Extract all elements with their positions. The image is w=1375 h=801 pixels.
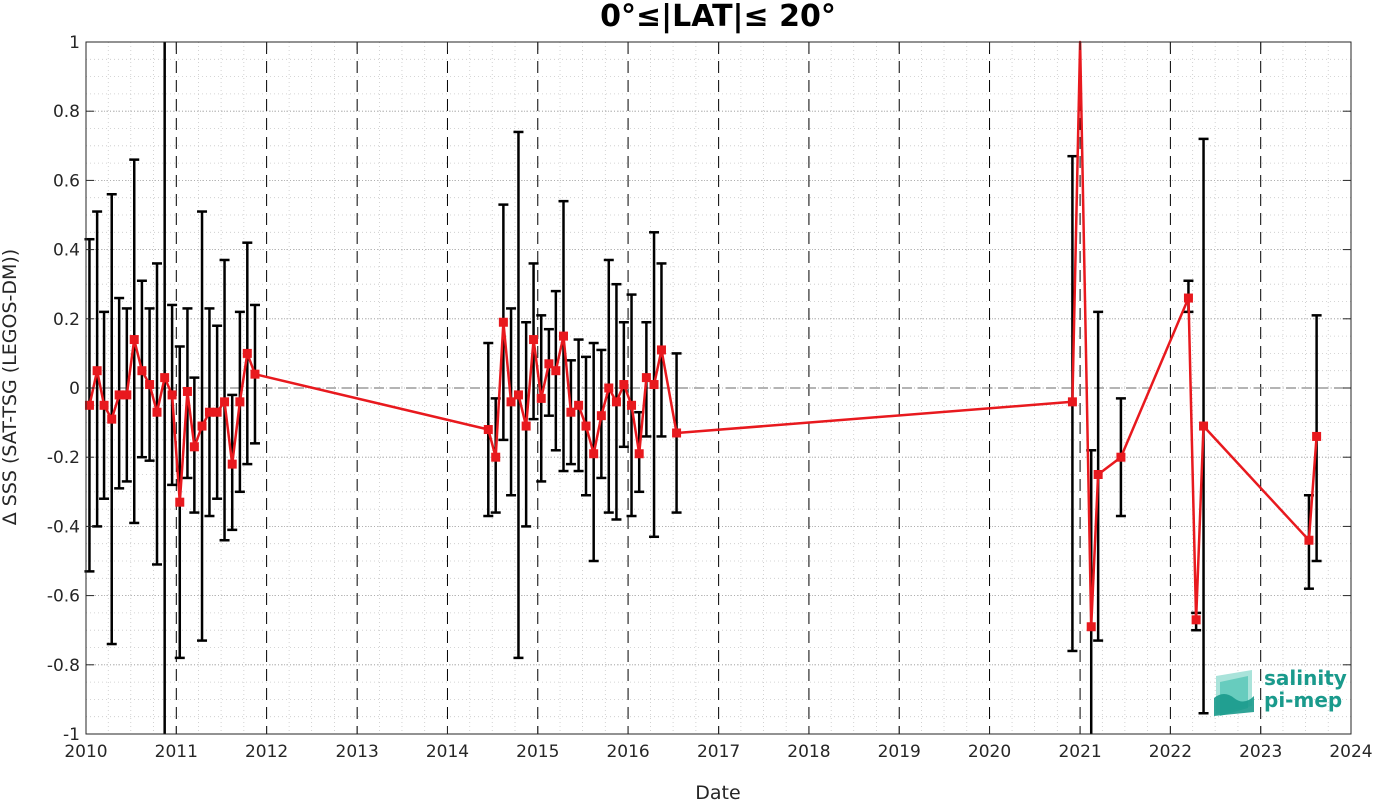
data-point-marker xyxy=(649,380,659,390)
data-point-marker xyxy=(107,414,117,424)
x-tick-label: 2022 xyxy=(1149,742,1192,762)
data-point-marker xyxy=(1093,470,1103,479)
data-point-marker xyxy=(491,452,501,462)
data-point-marker xyxy=(521,421,531,431)
y-tick-label: 0.4 xyxy=(53,241,80,261)
data-point-marker xyxy=(1191,615,1201,625)
x-tick-label: 2017 xyxy=(697,742,740,762)
data-point-marker xyxy=(1067,397,1077,407)
data-point-marker xyxy=(1183,293,1193,303)
x-tick-label: 2013 xyxy=(336,742,379,762)
y-tick-label: -0.6 xyxy=(47,587,80,607)
series xyxy=(84,40,1322,632)
x-tick-label: 2021 xyxy=(1058,742,1101,762)
data-point-marker xyxy=(99,400,109,410)
salinity-pi-mep-logo: salinity pi-mep xyxy=(1214,666,1347,716)
x-axis-title: Date xyxy=(695,782,740,801)
x-tick-label: 2024 xyxy=(1329,742,1372,762)
data-point-marker xyxy=(634,449,644,459)
data-point-marker xyxy=(536,393,546,403)
data-point-marker xyxy=(152,407,162,417)
y-tick-label: 0.6 xyxy=(53,171,80,191)
data-point-marker xyxy=(167,390,177,400)
x-tick-label: 2010 xyxy=(64,742,107,762)
data-point-marker xyxy=(596,411,606,421)
y-tick-label: -0.4 xyxy=(47,517,80,537)
data-point-marker xyxy=(627,400,637,410)
data-point-marker xyxy=(611,397,621,407)
data-point-marker xyxy=(619,380,629,390)
x-tick-label: 2015 xyxy=(516,742,559,762)
logo-mark-icon xyxy=(1214,670,1254,716)
x-tick-label: 2011 xyxy=(155,742,198,762)
data-point-marker xyxy=(506,397,516,407)
data-point-marker xyxy=(581,421,591,431)
data-point-marker xyxy=(656,345,666,355)
data-point-marker xyxy=(604,383,614,393)
x-tick-label: 2020 xyxy=(968,742,1011,762)
data-point-marker xyxy=(1086,622,1096,632)
data-point-marker xyxy=(1116,452,1126,462)
data-point-marker xyxy=(235,397,245,407)
data-point-marker xyxy=(558,331,568,341)
data-point-marker xyxy=(1304,535,1314,545)
data-point-marker xyxy=(175,497,185,507)
y-tick-label: 0 xyxy=(69,379,80,399)
y-axis-title: Δ SSS (SAT-TSG (LEGOS-DM)) xyxy=(0,249,21,525)
data-point-marker xyxy=(204,407,214,417)
data-point-marker xyxy=(483,425,493,435)
y-tick-label: 1 xyxy=(69,33,80,53)
logo-text-line1: salinity xyxy=(1264,666,1347,690)
data-point-marker xyxy=(529,335,539,345)
data-point-marker xyxy=(84,400,94,410)
data-point-marker xyxy=(250,369,260,379)
y-tick-label: 0.8 xyxy=(53,102,80,122)
data-point-marker xyxy=(129,335,139,345)
data-point-marker xyxy=(498,317,508,327)
x-tick-label: 2018 xyxy=(787,742,830,762)
data-point-marker xyxy=(551,366,561,376)
x-tick-label: 2023 xyxy=(1239,742,1282,762)
data-point-marker xyxy=(513,390,523,400)
data-point-marker xyxy=(566,407,576,417)
x-tick-label: 2014 xyxy=(426,742,469,762)
data-point-marker xyxy=(122,390,132,400)
data-point-marker xyxy=(160,373,170,383)
data-point-marker xyxy=(145,380,155,390)
data-point-marker xyxy=(641,373,651,383)
data-point-marker xyxy=(212,407,222,417)
data-point-marker xyxy=(114,390,124,400)
data-point-marker xyxy=(1312,431,1322,441)
data-point-marker xyxy=(672,428,682,438)
data-point-marker xyxy=(92,366,102,376)
y-tick-label: -1 xyxy=(63,725,80,745)
data-point-marker xyxy=(574,400,584,410)
axis-ticks: -1 -0.8 -0.6 -0.4 -0.2 0 0.2 0.4 0.6 0.8 1 2010 2011… xyxy=(47,33,1373,762)
data-point-marker xyxy=(137,366,147,376)
data-point-marker xyxy=(182,386,192,396)
data-point-marker xyxy=(189,442,199,452)
y-tick-label: -0.2 xyxy=(47,448,80,468)
data-point-marker xyxy=(227,459,237,469)
y-tick-label: -0.8 xyxy=(47,656,80,676)
y-tick-label: 0.2 xyxy=(53,310,80,330)
data-point-marker xyxy=(1199,421,1209,431)
data-point-marker xyxy=(197,421,207,431)
data-point-marker xyxy=(242,348,252,358)
x-tick-label: 2012 xyxy=(245,742,288,762)
data-point-marker xyxy=(544,359,554,369)
chart-title: 0°≤|LAT|≤ 20° xyxy=(600,0,836,34)
x-tick-label: 2019 xyxy=(878,742,921,762)
data-point-marker xyxy=(589,449,599,459)
x-tick-label: 2016 xyxy=(606,742,649,762)
series-line xyxy=(88,40,1318,628)
data-point-marker xyxy=(220,397,230,407)
logo-text-line2: pi-mep xyxy=(1264,688,1342,712)
